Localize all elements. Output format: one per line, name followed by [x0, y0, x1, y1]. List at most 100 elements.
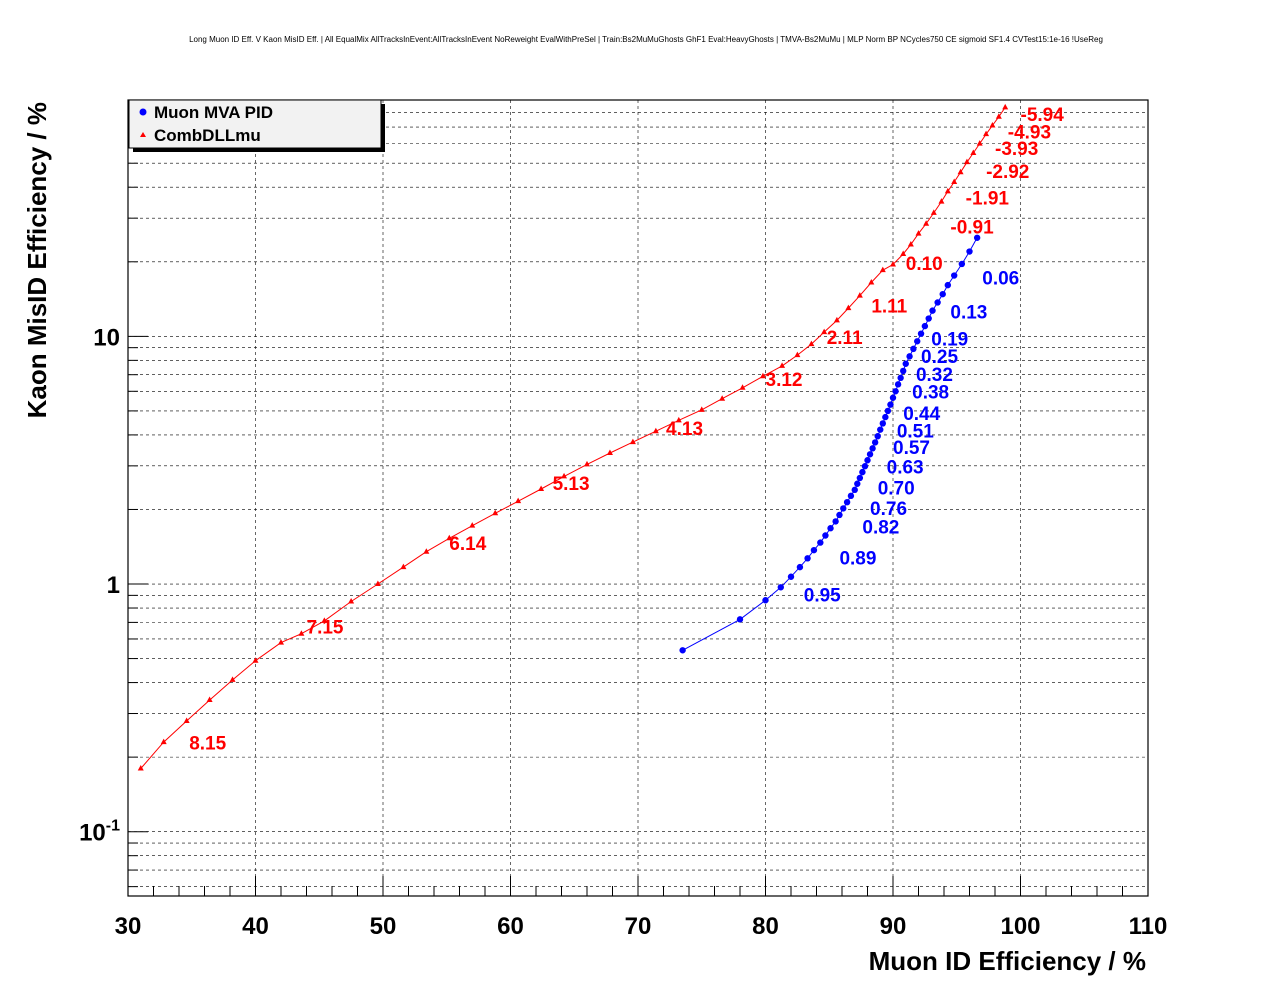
data-label: -1.91	[966, 189, 1010, 210]
data-point	[759, 372, 766, 379]
x-tick-label: 30	[115, 913, 142, 940]
data-point	[989, 122, 996, 128]
legend-marker-combdllmu	[140, 132, 146, 137]
data-point	[851, 486, 858, 494]
data-point	[1002, 103, 1009, 110]
data-point	[944, 281, 952, 289]
x-tick-label: 40	[242, 913, 269, 940]
data-point	[584, 460, 590, 467]
data-point	[879, 420, 886, 427]
data-point	[976, 140, 983, 146]
data-point	[874, 433, 881, 440]
legend: Muon MVA PID CombDLLmu	[128, 99, 385, 152]
data-label: 0.95	[804, 585, 841, 606]
data-point	[810, 546, 818, 554]
x-tick-label: 90	[880, 913, 907, 940]
data-label: 0.70	[878, 478, 915, 499]
data-point	[894, 381, 902, 388]
data-label: 5.13	[553, 474, 590, 495]
data-point	[902, 360, 909, 367]
data-point	[859, 468, 866, 476]
data-point	[794, 351, 801, 358]
chart-title: Long Muon ID Eff. V Kaon MisID Eff. | Al…	[189, 35, 1103, 44]
data-point	[762, 597, 769, 604]
data-point	[252, 657, 259, 663]
data-point	[929, 307, 936, 314]
data-point	[840, 505, 847, 512]
data-point	[897, 374, 904, 382]
data-point	[137, 764, 144, 771]
data-point	[827, 525, 834, 532]
data-point	[914, 338, 921, 345]
data-label: 1.11	[871, 296, 907, 317]
data-label: 0.44	[903, 404, 940, 425]
data-point	[856, 474, 864, 482]
data-point	[675, 416, 682, 423]
data-label: 0.25	[921, 347, 958, 368]
data-point	[843, 498, 851, 506]
data-point	[879, 266, 886, 273]
data-point	[561, 472, 568, 479]
data-label: -2.92	[986, 162, 1029, 183]
data-point	[995, 113, 1002, 119]
x-tick-label: 100	[1000, 913, 1040, 940]
data-label: 4.13	[666, 419, 703, 440]
data-point	[970, 149, 977, 155]
data-label: 3.12	[766, 370, 803, 391]
data-label: 0.13	[950, 303, 987, 324]
data-label: 7.15	[307, 618, 344, 639]
plot-series	[137, 103, 1009, 771]
data-point	[183, 717, 190, 723]
data-point	[917, 330, 925, 337]
data-point	[836, 511, 843, 519]
legend-box	[128, 99, 382, 149]
data-point	[923, 220, 930, 226]
x-tick-label: 50	[370, 913, 397, 940]
data-label: 2.11	[827, 328, 863, 349]
data-point	[900, 250, 907, 257]
legend-marker-muon-mva-pid	[139, 108, 147, 116]
data-point	[861, 463, 869, 470]
data-label: 0.82	[862, 517, 899, 538]
data-point	[160, 738, 167, 745]
data-point	[278, 639, 284, 645]
x-tick-label: 110	[1129, 913, 1168, 940]
data-point	[915, 230, 922, 236]
data-point	[892, 388, 899, 395]
y-tick-label: 1	[107, 572, 120, 599]
data-point	[629, 438, 636, 445]
data-point	[469, 522, 476, 528]
data-point	[538, 485, 545, 491]
x-axis-label: Muon ID Efficiency / %	[869, 946, 1146, 976]
data-point	[934, 299, 941, 306]
data-point	[679, 647, 686, 654]
data-point	[787, 573, 795, 580]
data-point	[906, 353, 913, 360]
data-point	[229, 676, 236, 682]
data-point	[951, 178, 958, 184]
data-point	[833, 316, 840, 323]
data-point	[983, 130, 990, 137]
data-point	[374, 580, 381, 587]
data-point	[910, 345, 917, 353]
data-label: -5.94	[1021, 105, 1065, 126]
data-label: 0.38	[912, 383, 949, 404]
data-point	[973, 234, 981, 241]
data-label: 0.57	[893, 438, 930, 459]
data-label: 0.19	[931, 329, 968, 350]
data-point	[845, 304, 852, 311]
data-point	[889, 394, 897, 401]
data-point	[847, 492, 855, 500]
data-point	[796, 563, 804, 571]
data-point	[515, 497, 522, 504]
data-point	[423, 548, 430, 554]
data-point	[817, 539, 824, 546]
data-label: 0.32	[916, 365, 953, 386]
x-tick-label: 80	[752, 913, 779, 940]
data-point	[736, 616, 744, 623]
data-point	[321, 617, 328, 623]
data-label: 0.06	[982, 268, 1019, 289]
data-point	[966, 248, 973, 255]
